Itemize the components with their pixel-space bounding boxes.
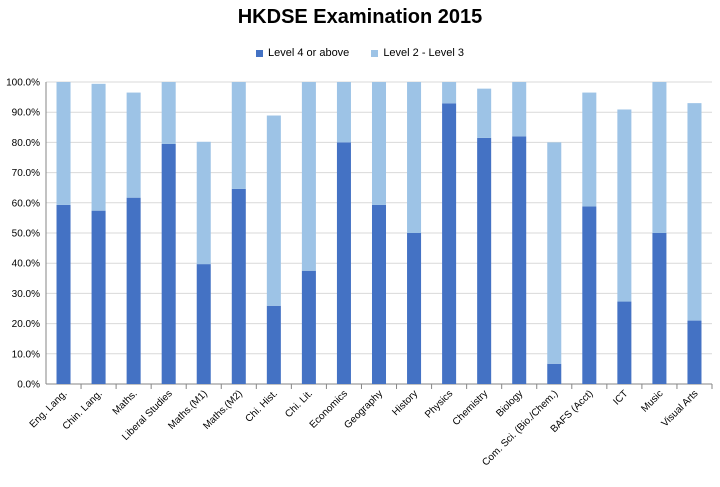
x-tick-label: Chemistry bbox=[451, 388, 491, 428]
legend: Level 4 or above Level 2 - Level 3 bbox=[0, 47, 720, 59]
legend-label-level2-3: Level 2 - Level 3 bbox=[383, 47, 465, 59]
bar-level2-3 bbox=[617, 109, 632, 302]
legend-swatch-level2-3 bbox=[371, 49, 379, 57]
bar-level4 bbox=[161, 143, 176, 384]
y-tick-label: 50.0% bbox=[12, 229, 40, 240]
legend-item-level4: Level 4 or above bbox=[255, 47, 350, 59]
bar-level2-3 bbox=[91, 83, 106, 211]
bar-level2-3 bbox=[407, 82, 422, 233]
bar-level4 bbox=[687, 320, 702, 384]
bar-level2-3 bbox=[266, 115, 281, 306]
bar-level4 bbox=[582, 206, 597, 384]
y-tick-label: 20.0% bbox=[12, 319, 40, 330]
chart-title: HKDSE Examination 2015 bbox=[237, 6, 483, 28]
bar-level4 bbox=[442, 103, 457, 384]
x-tick-label: Biology bbox=[494, 388, 525, 419]
bar-level4 bbox=[512, 136, 527, 384]
bar-level2-3 bbox=[161, 82, 176, 144]
y-tick-label: 70.0% bbox=[12, 168, 40, 179]
bar-level2-3 bbox=[56, 82, 71, 205]
bar-level4 bbox=[407, 233, 422, 384]
bar-level4 bbox=[477, 137, 492, 384]
legend-swatch-level4 bbox=[255, 49, 263, 57]
x-tick-label: Visual Arts bbox=[660, 388, 701, 429]
x-tick-label: History bbox=[390, 388, 420, 418]
bar-level2-3 bbox=[231, 82, 246, 189]
bar-level2-3 bbox=[547, 142, 562, 364]
x-tick-label: Maths. bbox=[111, 388, 140, 417]
bar-level2-3 bbox=[442, 82, 457, 104]
bar-level4 bbox=[126, 197, 141, 384]
bar-level2-3 bbox=[512, 82, 527, 137]
y-tick-label: 60.0% bbox=[12, 198, 40, 209]
bar-level4 bbox=[617, 301, 632, 384]
legend-item-level2-3: Level 2 - Level 3 bbox=[371, 47, 464, 59]
bar-level4 bbox=[196, 264, 211, 384]
x-tick-label: Physics bbox=[423, 388, 455, 420]
bar-level2-3 bbox=[336, 82, 351, 143]
bar-level2-3 bbox=[196, 141, 211, 265]
x-tick-label: Music bbox=[639, 388, 665, 414]
bar-level2-3 bbox=[301, 82, 316, 271]
bar-level2-3 bbox=[126, 92, 141, 198]
bar-level2-3 bbox=[477, 88, 492, 138]
y-tick-label: 10.0% bbox=[12, 349, 40, 360]
bar-level2-3 bbox=[582, 92, 597, 207]
bar-level4 bbox=[336, 142, 351, 384]
bar-level4 bbox=[547, 363, 562, 384]
bar-level4 bbox=[91, 210, 106, 384]
y-tick-label: 30.0% bbox=[12, 289, 40, 300]
bar-level2-3 bbox=[687, 103, 702, 321]
legend-label-level4: Level 4 or above bbox=[267, 47, 350, 59]
y-tick-label: 90.0% bbox=[12, 108, 40, 119]
y-tick-label: 100.0% bbox=[6, 78, 40, 89]
x-tick-label: ICT bbox=[611, 388, 630, 407]
bar-level4 bbox=[371, 204, 387, 384]
x-tick-label: Chi. Hist. bbox=[244, 388, 280, 424]
bar-level2-3 bbox=[652, 82, 667, 233]
x-tick-label: Chi. Lit. bbox=[283, 388, 315, 420]
bar-level4 bbox=[652, 233, 667, 384]
y-tick-label: 0.0% bbox=[17, 380, 40, 391]
bar-level4 bbox=[56, 204, 71, 384]
bar-level4 bbox=[231, 188, 246, 384]
x-tick-label: Geography bbox=[342, 388, 385, 431]
y-tick-label: 80.0% bbox=[12, 138, 40, 149]
bar-level4 bbox=[301, 270, 316, 384]
y-tick-label: 40.0% bbox=[12, 259, 40, 270]
bar-level2-3 bbox=[371, 82, 387, 205]
bar-level4 bbox=[266, 305, 281, 384]
